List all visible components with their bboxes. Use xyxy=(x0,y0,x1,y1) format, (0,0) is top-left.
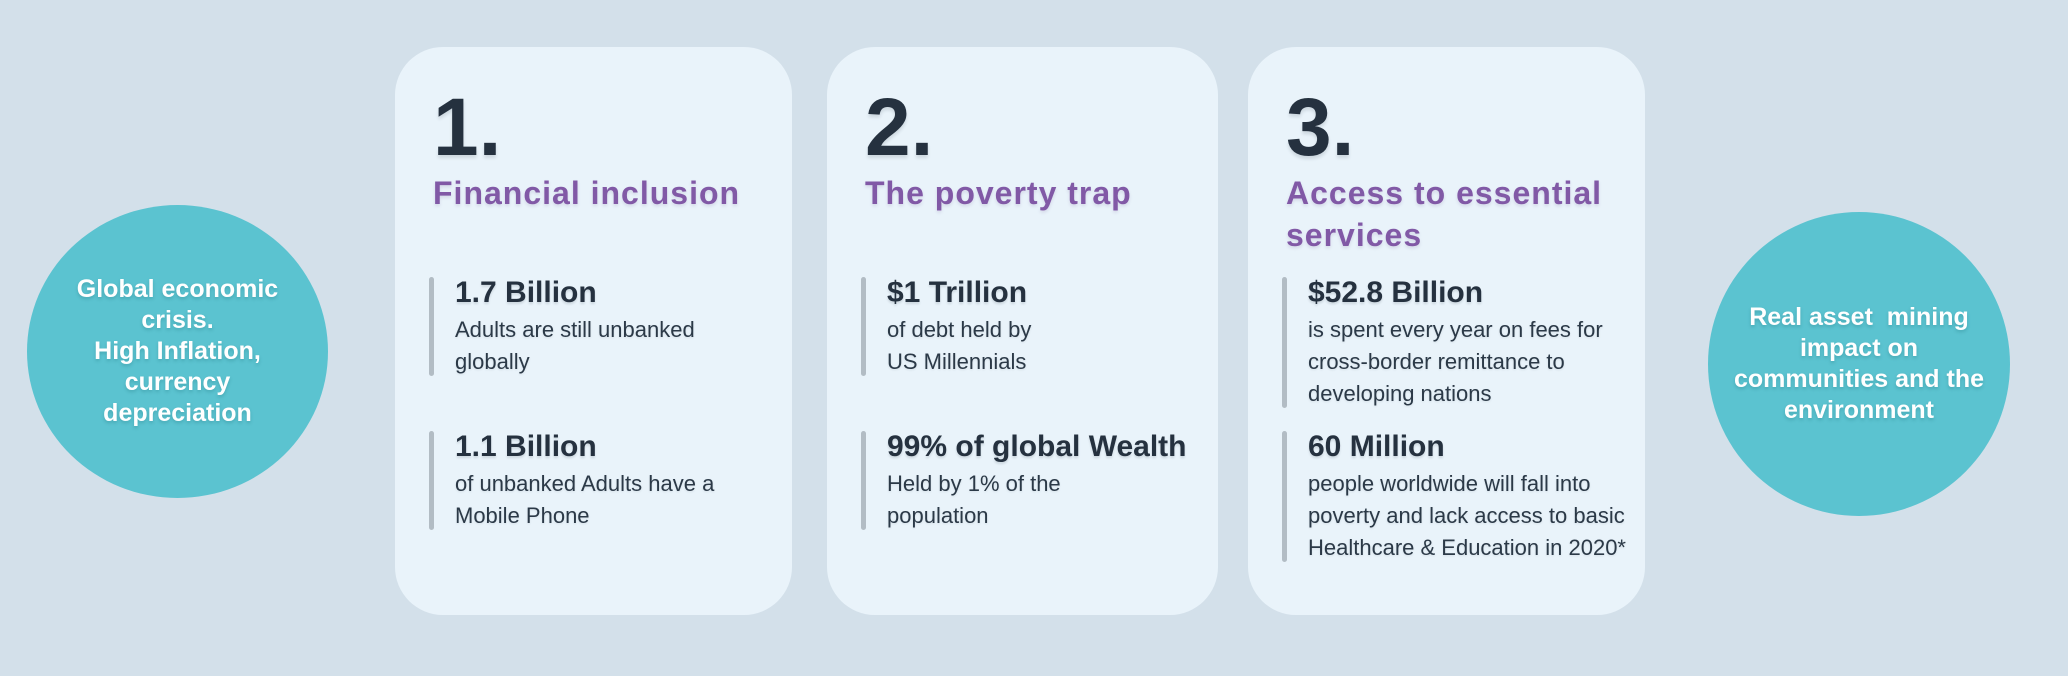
card-poverty-trap: 2. The poverty trap $1 Trillion of debt … xyxy=(827,47,1218,615)
stat-value: $1 Trillion xyxy=(887,276,1028,309)
stat-wealth-concentration: 99% of global Wealth Held by 1% of the p… xyxy=(861,429,1208,532)
card-title-financial-inclusion: Financial inclusion xyxy=(433,175,741,212)
stat-description: of debt held by US Millennials xyxy=(887,317,1032,374)
stat-description: Held by 1% of the population xyxy=(887,471,1061,528)
stat-value: 60 Million xyxy=(1308,430,1445,463)
stat-description: people worldwide will fall into poverty … xyxy=(1308,471,1626,560)
stat-accent-bar xyxy=(861,277,866,376)
stat-millennial-debt: $1 Trillion of debt held by US Millennia… xyxy=(861,275,1208,378)
stat-value: $52.8 Billion xyxy=(1308,276,1484,309)
stat-poverty-forecast: 60 Million people worldwide will fall in… xyxy=(1282,429,1635,564)
stat-description: Adults are still unbanked globally xyxy=(455,317,695,374)
stat-accent-bar xyxy=(1282,277,1287,408)
stat-value: 1.1 Billion xyxy=(455,430,597,463)
card-number-2: 2. xyxy=(865,82,934,173)
stat-accent-bar xyxy=(429,277,434,376)
card-title-poverty-trap: The poverty trap xyxy=(865,175,1132,212)
stat-unbanked-mobile: 1.1 Billion of unbanked Adults have a Mo… xyxy=(429,429,782,532)
stat-description: is spent every year on fees for cross-bo… xyxy=(1308,317,1603,406)
card-number-1: 1. xyxy=(433,82,502,173)
stat-value: 1.7 Billion xyxy=(455,276,597,309)
stat-accent-bar xyxy=(1282,431,1287,562)
card-title-essential-services: Access to essential services xyxy=(1286,175,1603,253)
stat-value: 99% of global Wealth xyxy=(887,430,1187,463)
stat-remittance-fees: $52.8 Billion is spent every year on fee… xyxy=(1282,275,1635,410)
stat-description: of unbanked Adults have a Mobile Phone xyxy=(455,471,715,528)
left-circle-text: Global economic crisis. High Inflation, … xyxy=(76,275,279,427)
card-number-3: 3. xyxy=(1286,82,1355,173)
card-financial-inclusion: 1. Financial inclusion 1.7 Billion Adult… xyxy=(395,47,792,615)
stat-accent-bar xyxy=(429,431,434,530)
left-context-circle: Global economic crisis. High Inflation, … xyxy=(27,205,328,498)
stat-unbanked-adults: 1.7 Billion Adults are still unbanked gl… xyxy=(429,275,782,378)
right-circle-text: Real asset mining impact on communities … xyxy=(1733,303,1985,424)
right-context-circle: Real asset mining impact on communities … xyxy=(1708,212,2010,516)
stat-accent-bar xyxy=(861,431,866,530)
card-essential-services: 3. Access to essential services $52.8 Bi… xyxy=(1248,47,1645,615)
